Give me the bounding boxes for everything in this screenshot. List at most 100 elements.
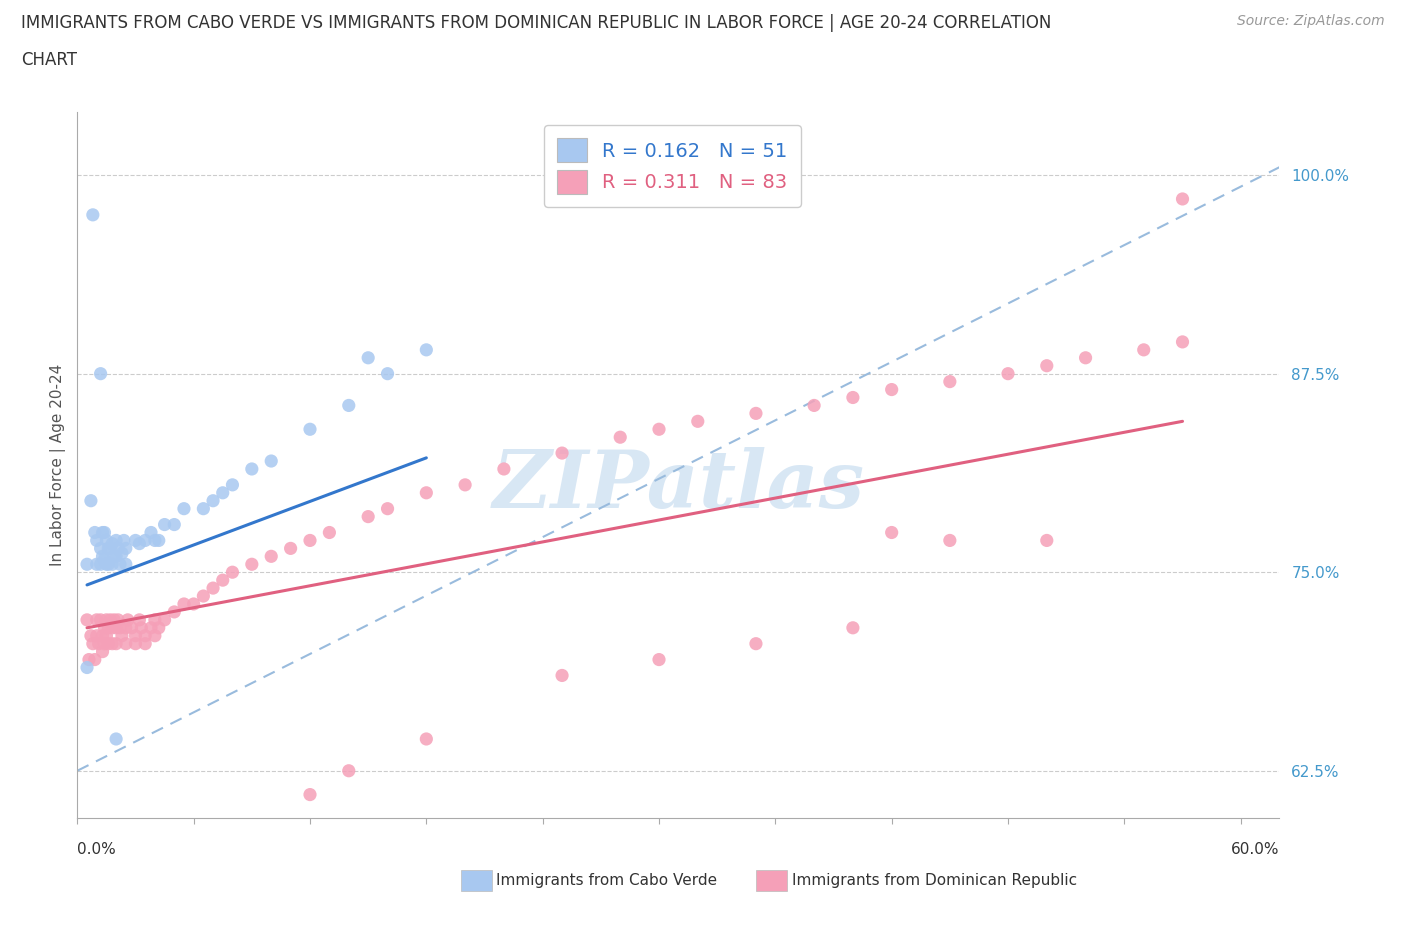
- Point: [298, 422, 321, 437]
- Point: [82, 636, 104, 651]
- Point: [377, 366, 399, 381]
- Point: [91, 644, 114, 659]
- Point: [96, 557, 118, 572]
- Point: [143, 533, 166, 548]
- Point: [108, 620, 131, 635]
- Text: Immigrants from Dominican Republic: Immigrants from Dominican Republic: [792, 873, 1077, 888]
- Point: [939, 374, 962, 389]
- Point: [202, 493, 225, 508]
- Point: [97, 636, 120, 651]
- Point: [86, 613, 108, 628]
- Point: [91, 549, 114, 564]
- Point: [173, 596, 195, 611]
- Point: [1036, 358, 1059, 373]
- Point: [357, 351, 380, 365]
- Point: [551, 668, 574, 683]
- Text: Immigrants from Cabo Verde: Immigrants from Cabo Verde: [496, 873, 717, 888]
- Point: [139, 525, 162, 540]
- Point: [415, 485, 437, 500]
- Point: [143, 613, 166, 628]
- Point: [648, 652, 671, 667]
- Point: [96, 629, 118, 644]
- Point: [76, 557, 98, 572]
- Point: [86, 557, 108, 572]
- Point: [91, 629, 114, 644]
- Text: 60.0%: 60.0%: [1232, 842, 1279, 857]
- Point: [357, 510, 380, 525]
- Point: [240, 557, 263, 572]
- Point: [96, 533, 118, 548]
- Point: [101, 636, 124, 651]
- Point: [1171, 335, 1194, 350]
- Point: [173, 501, 195, 516]
- Point: [648, 422, 671, 437]
- Point: [103, 613, 125, 628]
- Point: [609, 430, 631, 445]
- Text: ZIPatlas: ZIPatlas: [492, 447, 865, 525]
- Point: [114, 557, 136, 572]
- Point: [745, 636, 768, 651]
- Point: [93, 525, 115, 540]
- Point: [280, 541, 302, 556]
- Point: [842, 620, 865, 635]
- Point: [260, 549, 283, 564]
- Point: [114, 541, 136, 556]
- Point: [86, 629, 108, 644]
- Point: [86, 533, 108, 548]
- Point: [298, 533, 321, 548]
- Point: [163, 517, 186, 532]
- Point: [101, 537, 124, 551]
- Point: [134, 533, 156, 548]
- Point: [148, 533, 170, 548]
- Point: [139, 620, 162, 635]
- Point: [114, 636, 136, 651]
- Point: [128, 537, 150, 551]
- Point: [803, 398, 825, 413]
- Text: IMMIGRANTS FROM CABO VERDE VS IMMIGRANTS FROM DOMINICAN REPUBLIC IN LABOR FORCE : IMMIGRANTS FROM CABO VERDE VS IMMIGRANTS…: [21, 14, 1052, 32]
- Point: [77, 652, 100, 667]
- Point: [1171, 192, 1194, 206]
- Point: [93, 552, 115, 567]
- Point: [83, 525, 105, 540]
- Point: [112, 533, 135, 548]
- Point: [97, 557, 120, 572]
- Point: [111, 629, 134, 644]
- Text: CHART: CHART: [21, 51, 77, 69]
- Point: [98, 541, 121, 556]
- Point: [163, 604, 186, 619]
- Point: [90, 541, 112, 556]
- Point: [101, 557, 124, 572]
- Point: [124, 636, 146, 651]
- Point: [117, 613, 139, 628]
- Point: [745, 405, 768, 420]
- Point: [97, 541, 120, 556]
- Point: [377, 501, 399, 516]
- Point: [128, 613, 150, 628]
- Point: [90, 366, 112, 381]
- Text: Source: ZipAtlas.com: Source: ZipAtlas.com: [1237, 14, 1385, 28]
- Point: [1074, 351, 1097, 365]
- Point: [134, 636, 156, 651]
- Point: [105, 533, 128, 548]
- Point: [260, 454, 283, 469]
- Point: [121, 620, 143, 635]
- Point: [111, 546, 134, 561]
- Point: [76, 660, 98, 675]
- Point: [91, 525, 114, 540]
- Point: [124, 629, 146, 644]
- Point: [193, 589, 215, 604]
- Point: [131, 620, 153, 635]
- Point: [211, 485, 233, 500]
- Point: [93, 636, 115, 651]
- Point: [221, 477, 243, 492]
- Legend: R = 0.162   N = 51, R = 0.311   N = 83: R = 0.162 N = 51, R = 0.311 N = 83: [544, 125, 801, 207]
- Point: [183, 596, 205, 611]
- Point: [337, 398, 360, 413]
- Point: [153, 613, 176, 628]
- Point: [101, 620, 124, 635]
- Point: [80, 629, 103, 644]
- Point: [492, 461, 515, 476]
- Point: [153, 517, 176, 532]
- Point: [98, 613, 121, 628]
- Point: [124, 533, 146, 548]
